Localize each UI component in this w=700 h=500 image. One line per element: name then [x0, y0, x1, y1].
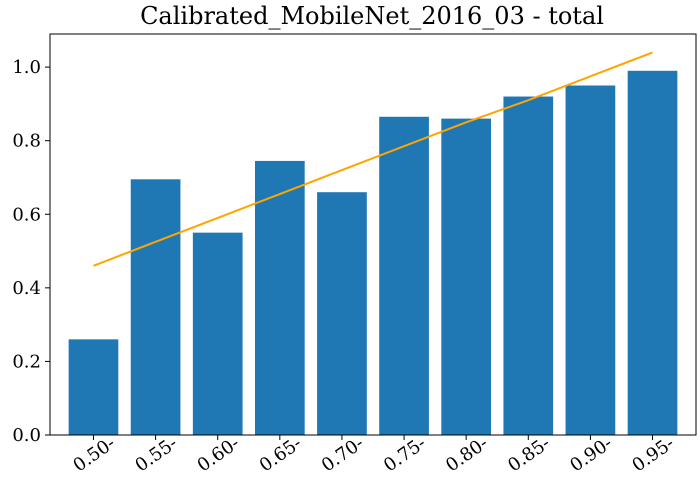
- x-tick-label: 0.55-: [132, 433, 182, 477]
- x-tick-label: 0.90-: [566, 433, 616, 477]
- bar-080: [441, 118, 492, 435]
- bar-050: [68, 339, 119, 435]
- y-tick-label: 0.8: [12, 131, 41, 152]
- x-tick-label: 0.75-: [380, 433, 430, 477]
- plot-frame: [49, 33, 697, 436]
- x-tick-label: 0.80-: [442, 433, 492, 477]
- bar-085: [503, 96, 554, 435]
- chart-title: Calibrated_MobileNet_2016_03 - total: [140, 2, 604, 30]
- x-tick-label: 0.70-: [318, 433, 368, 477]
- reference-line: [93, 51, 653, 267]
- y-axis: 0.0 0.2 0.4 0.6 0.8 1.0: [12, 57, 50, 446]
- y-tick-label: 0.2: [12, 351, 41, 372]
- y-tick-label: 0.0: [12, 425, 41, 446]
- bar-070: [317, 192, 367, 435]
- x-tick-label: 0.85-: [504, 433, 554, 477]
- x-axis: 0.50- 0.55- 0.60- 0.65- 0.70- 0.75- 0.80- 0.85-…: [69, 433, 678, 477]
- bar-090: [565, 85, 616, 436]
- bar-075: [379, 116, 429, 435]
- bar-065: [254, 160, 305, 436]
- bar-095: [627, 70, 678, 435]
- bar-060: [192, 232, 243, 435]
- bar-055: [130, 179, 181, 435]
- x-tick-label: 0.95-: [628, 433, 678, 477]
- bars-group: [68, 70, 678, 436]
- x-tick-label: 0.60-: [194, 433, 244, 477]
- reference-line-group: [93, 51, 653, 267]
- x-tick-label: 0.50-: [69, 433, 119, 477]
- y-tick-label: 1.0: [12, 57, 41, 78]
- x-tick-label: 0.65-: [256, 433, 306, 477]
- y-tick-label: 0.4: [12, 278, 41, 299]
- y-tick-label: 0.6: [12, 204, 41, 225]
